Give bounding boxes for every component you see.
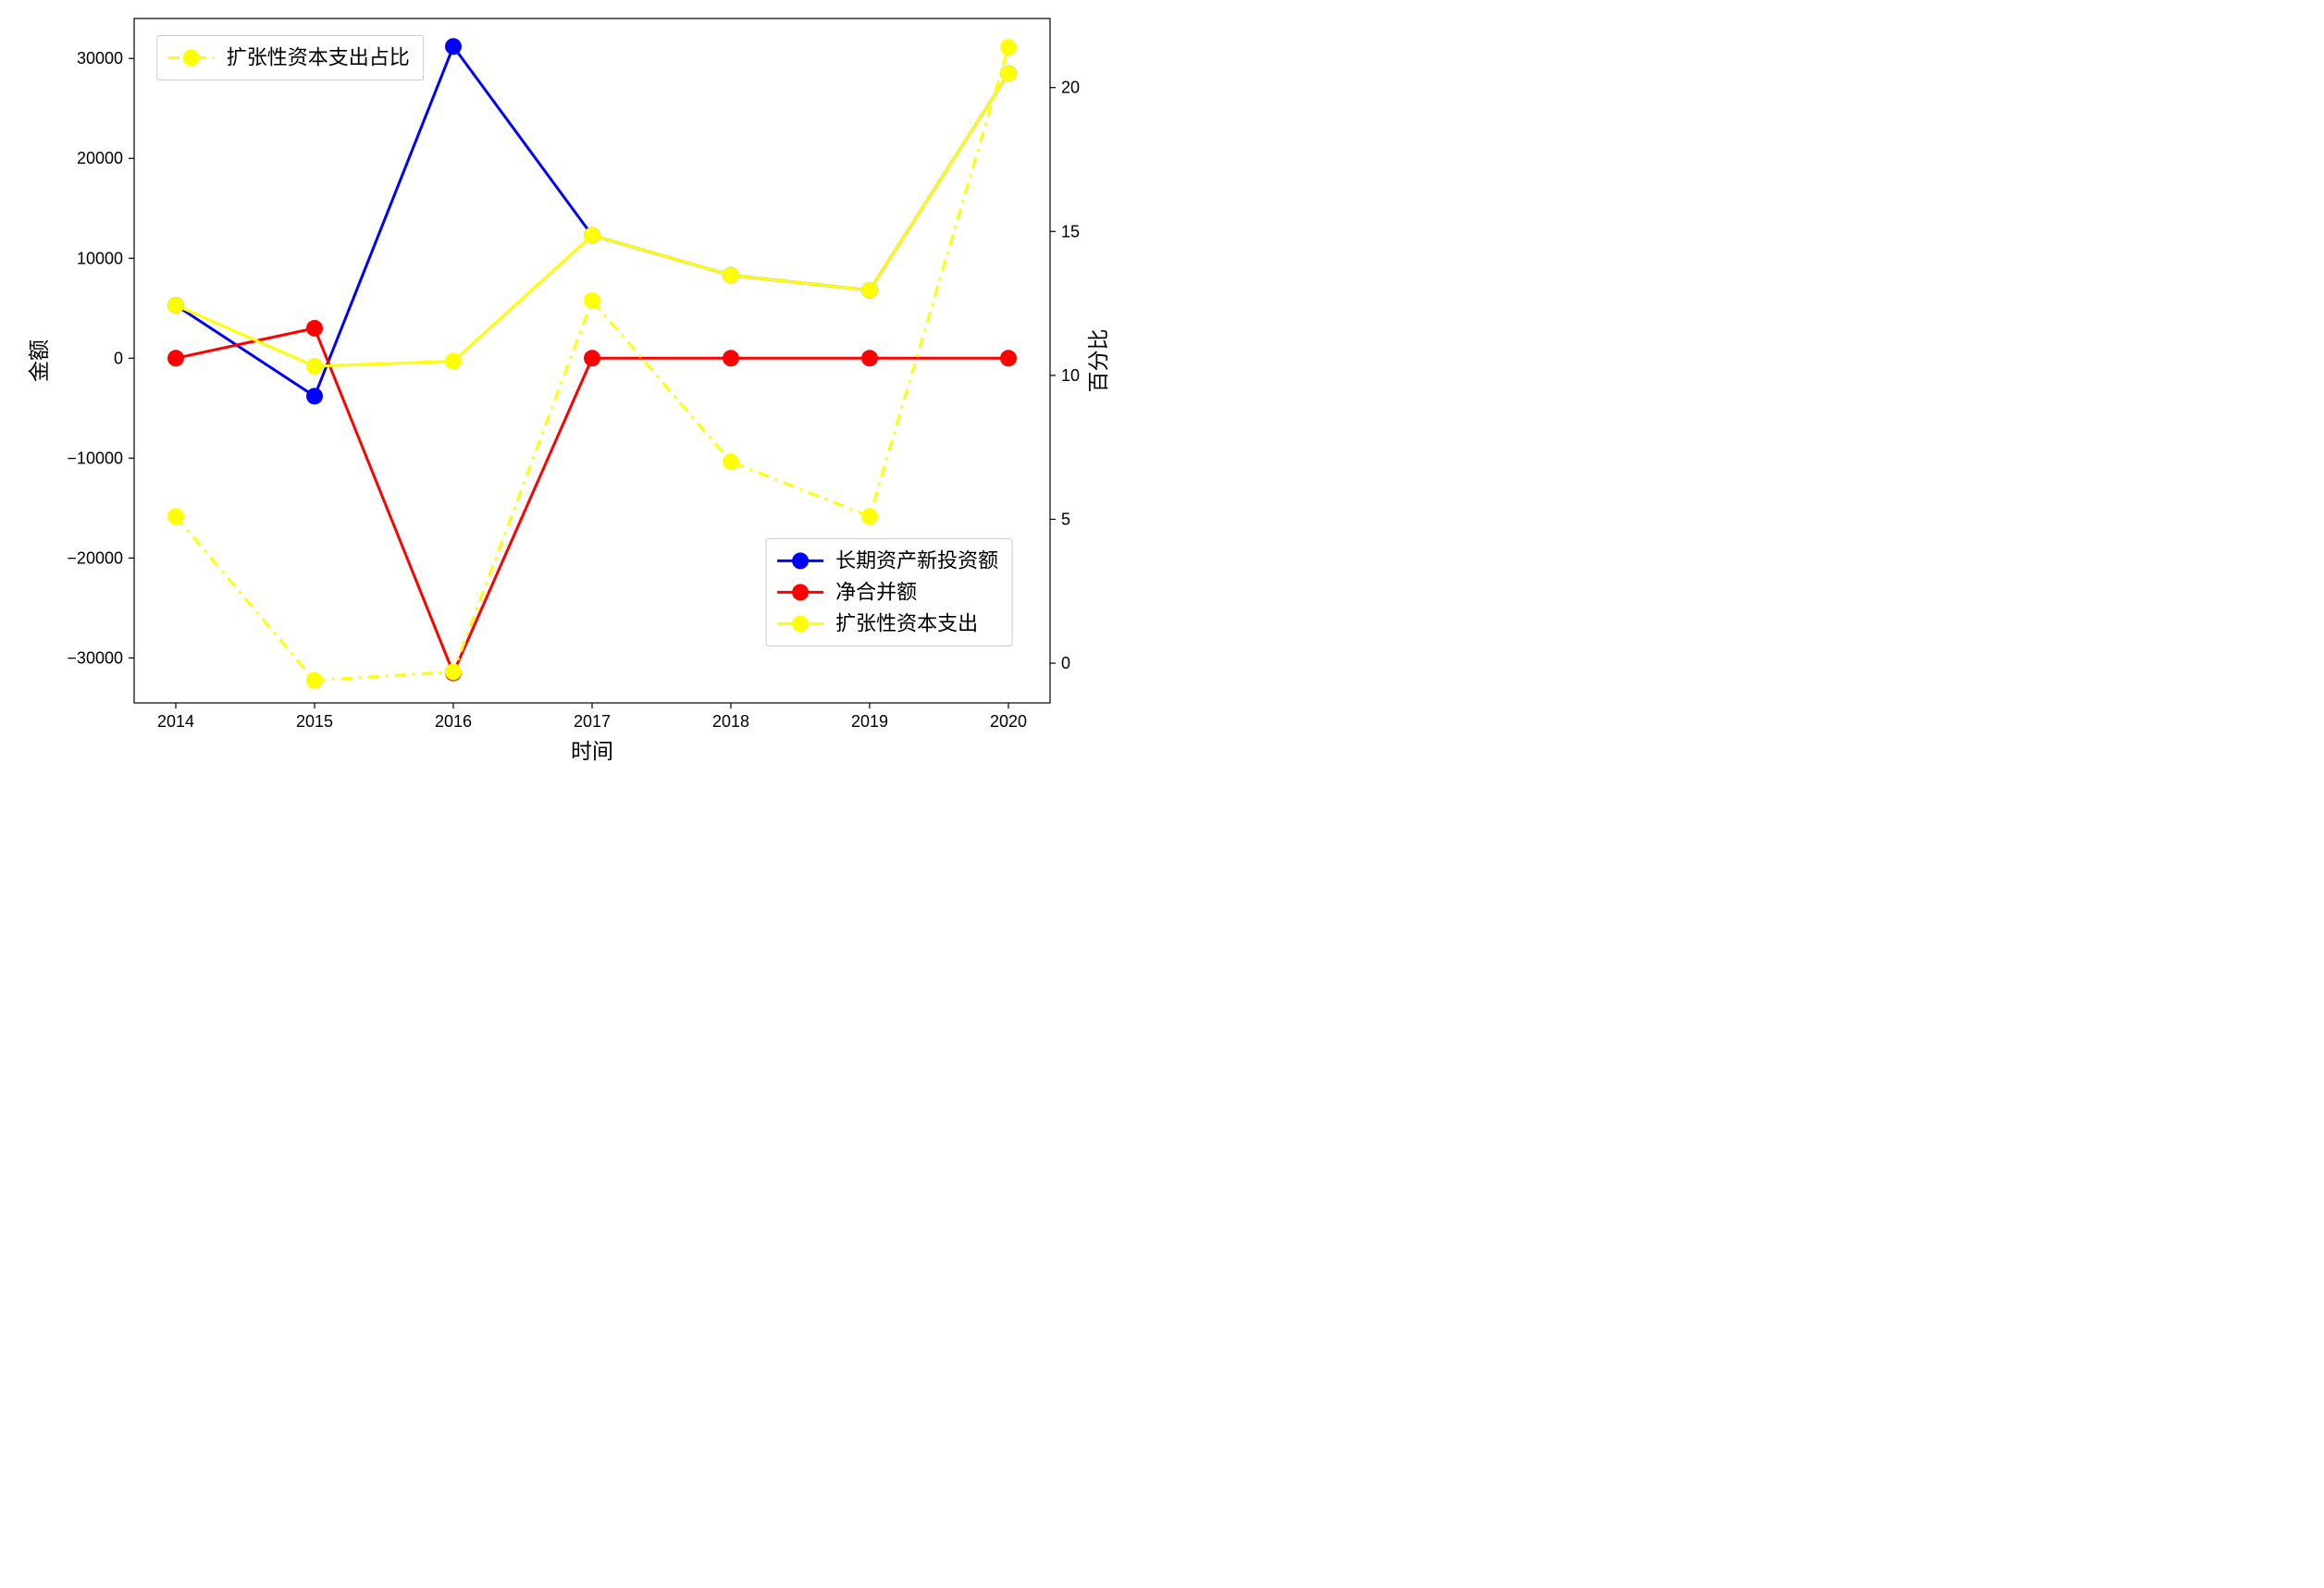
y-left-tick-label: 0 xyxy=(114,349,123,367)
series-marker xyxy=(1000,65,1017,81)
x-tick-label: 2018 xyxy=(712,712,749,731)
y-left-tick-label: −30000 xyxy=(67,648,123,667)
series-marker xyxy=(306,320,323,337)
series-marker xyxy=(1000,39,1017,55)
x-tick-label: 2014 xyxy=(157,712,194,731)
y-right-axis-label: 百分比 xyxy=(1086,329,1110,393)
series-marker xyxy=(584,350,600,366)
y-right-tick-label: 0 xyxy=(1061,654,1070,672)
series-marker xyxy=(167,508,184,524)
y-right-tick-label: 15 xyxy=(1061,222,1080,240)
y-left-tick-label: −20000 xyxy=(67,548,123,567)
legend-label: 净合并额 xyxy=(835,580,917,603)
y-left-axis-label: 金额 xyxy=(27,339,51,382)
series-marker xyxy=(861,508,878,524)
x-tick-label: 2015 xyxy=(296,712,333,731)
series-marker xyxy=(723,350,739,366)
x-tick-label: 2019 xyxy=(851,712,888,731)
x-axis-label: 时间 xyxy=(571,739,613,763)
series-marker xyxy=(445,38,462,55)
y-right-tick-label: 20 xyxy=(1061,79,1080,97)
series-line xyxy=(176,46,1008,396)
y-right-tick-label: 10 xyxy=(1061,366,1080,385)
y-left-tick-label: −10000 xyxy=(67,449,123,467)
series-marker xyxy=(167,350,184,366)
series-marker xyxy=(723,453,739,470)
series-marker xyxy=(584,292,600,309)
y-left-tick-label: 20000 xyxy=(77,149,123,167)
series-marker xyxy=(306,388,323,404)
legend-label: 扩张性资本支出 xyxy=(835,611,978,634)
series-marker xyxy=(861,282,878,299)
y-right-tick-label: 5 xyxy=(1061,510,1070,528)
series-marker xyxy=(445,663,462,680)
y-left-tick-label: 30000 xyxy=(77,49,123,68)
series-marker xyxy=(584,227,600,243)
line-chart: 2014201520162017201820192020时间−30000−200… xyxy=(0,0,1162,794)
series-marker xyxy=(306,672,323,689)
series-marker xyxy=(445,353,462,370)
series-line xyxy=(176,73,1008,366)
y-left-tick-label: 10000 xyxy=(77,249,123,267)
series-marker xyxy=(306,358,323,375)
legend-label: 长期资产新投资额 xyxy=(835,548,998,572)
x-tick-label: 2016 xyxy=(435,712,472,731)
series-marker xyxy=(723,267,739,284)
x-tick-label: 2020 xyxy=(990,712,1027,731)
series-marker xyxy=(861,350,878,366)
chart-container: 2014201520162017201820192020时间−30000−200… xyxy=(0,0,1162,794)
x-tick-label: 2017 xyxy=(574,712,611,731)
legend-label: 扩张性资本支出占比 xyxy=(227,46,410,69)
series-marker xyxy=(1000,350,1017,366)
series-marker xyxy=(167,297,184,314)
